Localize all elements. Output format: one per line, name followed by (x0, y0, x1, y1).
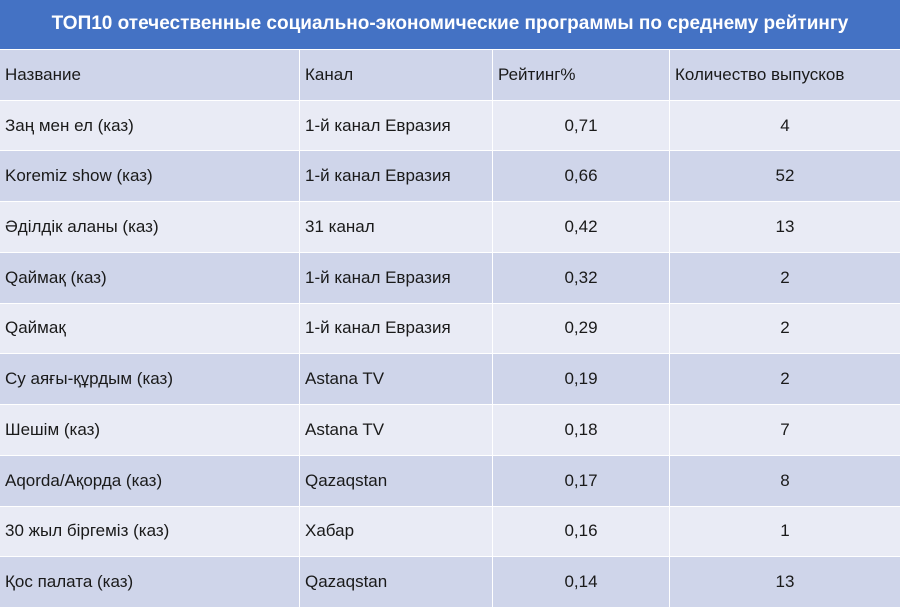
column-header-name: Название (0, 49, 300, 100)
cell-rating: 0,14 (493, 557, 670, 608)
cell-name: 30 жыл біргеміз (каз) (0, 506, 300, 557)
cell-rating: 0,29 (493, 303, 670, 354)
table-row: 30 жыл біргеміз (каз) Хабар 0,16 1 (0, 506, 900, 558)
cell-episodes: 2 (780, 267, 790, 287)
cell-channel: Qazaqstan (300, 557, 493, 608)
cell-rating: 0,32 (493, 252, 670, 303)
cell-channel: 1-й канал Евразия (300, 303, 493, 354)
table-row: Qаймақ 1-й канал Евразия 0,29 2 (0, 303, 900, 355)
table-row: Aqorda/Ақорда (каз) Qazaqstan 0,17 8 (0, 455, 900, 507)
cell-episodes: 52 (775, 166, 795, 186)
table-row: Су аяғы-құрдым (каз) Astana TV 0,19 2 (0, 354, 900, 406)
cell-channel: Qazaqstan (300, 455, 493, 506)
cell-name: Шешім (каз) (0, 405, 300, 455)
cell-name: Заң мен ел (каз) (0, 100, 300, 151)
table-row: Әділдік аланы (каз) 31 канал 0,42 13 (0, 202, 900, 253)
cell-rating: 0,17 (493, 455, 670, 506)
table-row: Koremiz show (каз) 1-й канал Евразия 0,6… (0, 151, 900, 203)
cell-episodes: 2 (780, 318, 790, 338)
cell-channel: 31 канал (300, 202, 493, 252)
cell-rating: 0,66 (493, 151, 670, 202)
cell-episodes: 2 (780, 369, 790, 389)
cell-rating: 0,71 (493, 100, 670, 151)
cell-rating: 0,19 (493, 354, 670, 405)
cell-channel: Astana TV (300, 354, 493, 405)
cell-channel: 1-й канал Евразия (300, 252, 493, 303)
cell-rating: 0,42 (493, 202, 670, 252)
cell-rating: 0,18 (493, 405, 670, 455)
cell-episodes: 13 (775, 217, 795, 236)
cell-episodes: 8 (780, 470, 790, 490)
cell-channel: Astana TV (300, 405, 493, 455)
column-header-rating: Рейтинг% (493, 49, 670, 100)
cell-episodes: 1 (780, 521, 790, 541)
cell-name: Aqorda/Ақорда (каз) (0, 455, 300, 506)
cell-name: Qаймақ (каз) (0, 252, 300, 303)
column-header-channel: Канал (300, 49, 493, 100)
cell-episodes: 13 (775, 572, 795, 592)
cell-name: Әділдік аланы (каз) (0, 202, 300, 252)
cell-name: Koremiz show (каз) (0, 151, 300, 202)
cell-name: Қос палата (каз) (0, 557, 300, 608)
cell-channel: Хабар (300, 506, 493, 557)
cell-episodes: 4 (780, 115, 790, 135)
table-row: Қос палата (каз) Qazaqstan 0,14 13 (0, 557, 900, 608)
cell-channel: 1-й канал Евразия (300, 151, 493, 202)
table-row: Шешім (каз) Astana TV 0,18 7 (0, 405, 900, 456)
table-title: ТОП10 отечественные социально-экономичес… (0, 0, 900, 50)
cell-episodes: 7 (780, 419, 790, 439)
column-header-episodes: Количество выпусков (675, 64, 845, 84)
table-row: Qаймақ (каз) 1-й канал Евразия 0,32 2 (0, 252, 900, 304)
cell-channel: 1-й канал Евразия (300, 100, 493, 151)
table-header-row: Название Канал Рейтинг% Количество выпус… (0, 49, 900, 101)
table-row: Заң мен ел (каз) 1-й канал Евразия 0,71 … (0, 100, 900, 152)
cell-name: Qаймақ (0, 303, 300, 354)
cell-name: Су аяғы-құрдым (каз) (0, 354, 300, 405)
cell-rating: 0,16 (493, 506, 670, 557)
